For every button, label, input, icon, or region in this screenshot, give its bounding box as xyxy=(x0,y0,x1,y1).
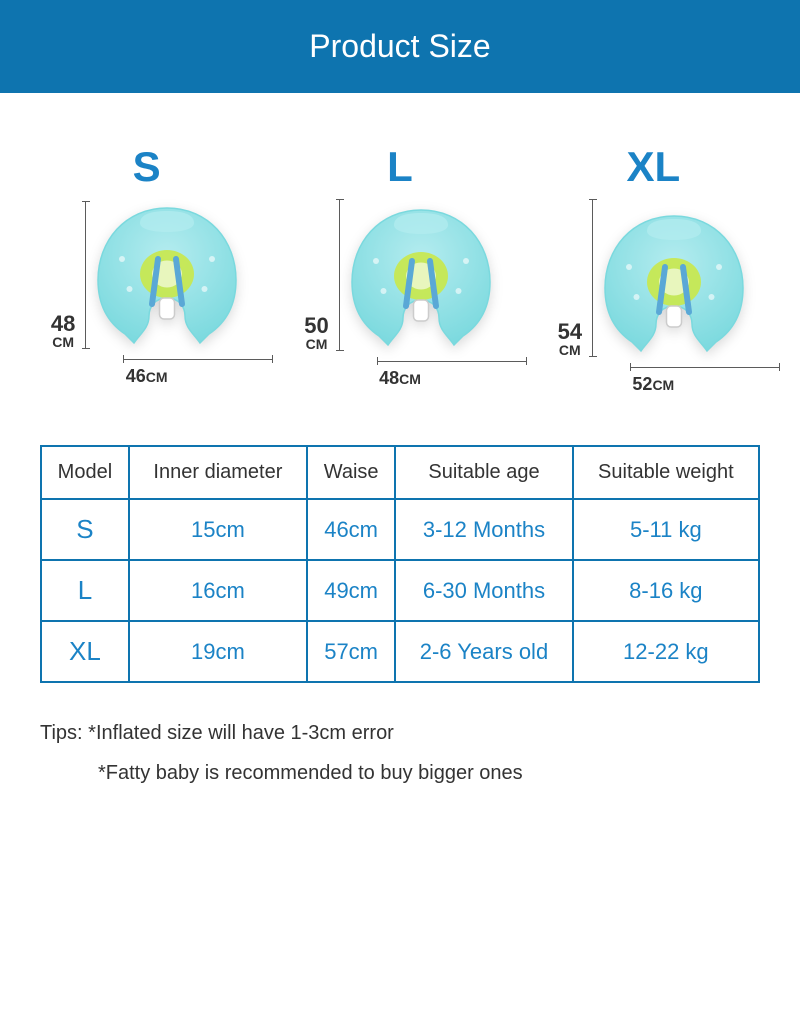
width-value: 52CM xyxy=(632,374,674,395)
product-image xyxy=(346,201,496,351)
cell-weight: 5-11 kg xyxy=(573,499,759,560)
product-row: S 48 CM 46CM L xyxy=(0,93,800,425)
float-ring-icon xyxy=(346,201,496,351)
width-dimension xyxy=(377,361,527,362)
size-table-wrap: ModelInner diameterWaiseSuitable ageSuit… xyxy=(0,425,800,693)
table-header-cell: Waise xyxy=(307,446,395,499)
size-label: S xyxy=(133,143,161,191)
table-header-cell: Suitable age xyxy=(395,446,572,499)
table-row: XL 19cm 57cm 2-6 Years old 12-22 kg xyxy=(41,621,759,682)
product-item: S 48 CM 46CM xyxy=(20,143,273,395)
cell-inner: 19cm xyxy=(129,621,307,682)
height-unit: CM xyxy=(52,335,74,349)
width-value: 48CM xyxy=(379,368,421,389)
tips-block: Tips: *Inflated size will have 1-3cm err… xyxy=(0,693,800,833)
height-unit: CM xyxy=(559,343,581,357)
width-dimension xyxy=(123,359,273,360)
size-table: ModelInner diameterWaiseSuitable ageSuit… xyxy=(40,445,760,683)
cell-waise: 49cm xyxy=(307,560,395,621)
height-value: 50 xyxy=(304,315,328,337)
cell-model: L xyxy=(41,560,129,621)
tips-line-1: Tips: *Inflated size will have 1-3cm err… xyxy=(40,713,760,753)
cell-model: S xyxy=(41,499,129,560)
height-unit: CM xyxy=(306,337,328,351)
cell-weight: 12-22 kg xyxy=(573,621,759,682)
table-header-cell: Inner diameter xyxy=(129,446,307,499)
product-item: XL 54 CM 52CM xyxy=(527,143,780,395)
table-header-cell: Model xyxy=(41,446,129,499)
height-guide-line xyxy=(85,201,86,349)
height-value: 48 xyxy=(51,313,75,335)
tips-line-2: *Fatty baby is recommended to buy bigger… xyxy=(40,753,760,793)
table-body: S 15cm 46cm 3-12 Months 5-11 kg L 16cm 4… xyxy=(41,499,759,682)
width-guide-line xyxy=(630,367,780,368)
product-item: L 50 CM 48CM xyxy=(273,143,526,395)
height-guide-line xyxy=(592,199,593,357)
table-header-cell: Suitable weight xyxy=(573,446,759,499)
height-dimension: 50 CM xyxy=(304,315,328,351)
size-label: XL xyxy=(626,143,680,191)
cell-waise: 46cm xyxy=(307,499,395,560)
size-label: L xyxy=(387,143,413,191)
cell-inner: 15cm xyxy=(129,499,307,560)
width-value: 46CM xyxy=(126,366,168,387)
product-image xyxy=(599,207,749,357)
header-banner: Product Size xyxy=(0,0,800,93)
height-dimension: 54 CM xyxy=(558,321,582,357)
product-figure: 48 CM xyxy=(51,199,242,349)
cell-age: 3-12 Months xyxy=(395,499,572,560)
product-image xyxy=(92,199,242,349)
height-value: 54 xyxy=(558,321,582,343)
product-figure: 54 CM xyxy=(558,199,749,357)
width-dimension xyxy=(630,367,780,368)
cell-waise: 57cm xyxy=(307,621,395,682)
header-title: Product Size xyxy=(309,28,490,64)
table-row: L 16cm 49cm 6-30 Months 8-16 kg xyxy=(41,560,759,621)
float-ring-icon xyxy=(599,207,749,357)
cell-weight: 8-16 kg xyxy=(573,560,759,621)
table-header-row: ModelInner diameterWaiseSuitable ageSuit… xyxy=(41,446,759,499)
product-figure: 50 CM xyxy=(304,199,495,351)
width-guide-line xyxy=(377,361,527,362)
float-ring-icon xyxy=(92,199,242,349)
cell-age: 2-6 Years old xyxy=(395,621,572,682)
cell-inner: 16cm xyxy=(129,560,307,621)
cell-age: 6-30 Months xyxy=(395,560,572,621)
cell-model: XL xyxy=(41,621,129,682)
height-dimension: 48 CM xyxy=(51,313,75,349)
width-guide-line xyxy=(123,359,273,360)
table-row: S 15cm 46cm 3-12 Months 5-11 kg xyxy=(41,499,759,560)
height-guide-line xyxy=(339,199,340,351)
